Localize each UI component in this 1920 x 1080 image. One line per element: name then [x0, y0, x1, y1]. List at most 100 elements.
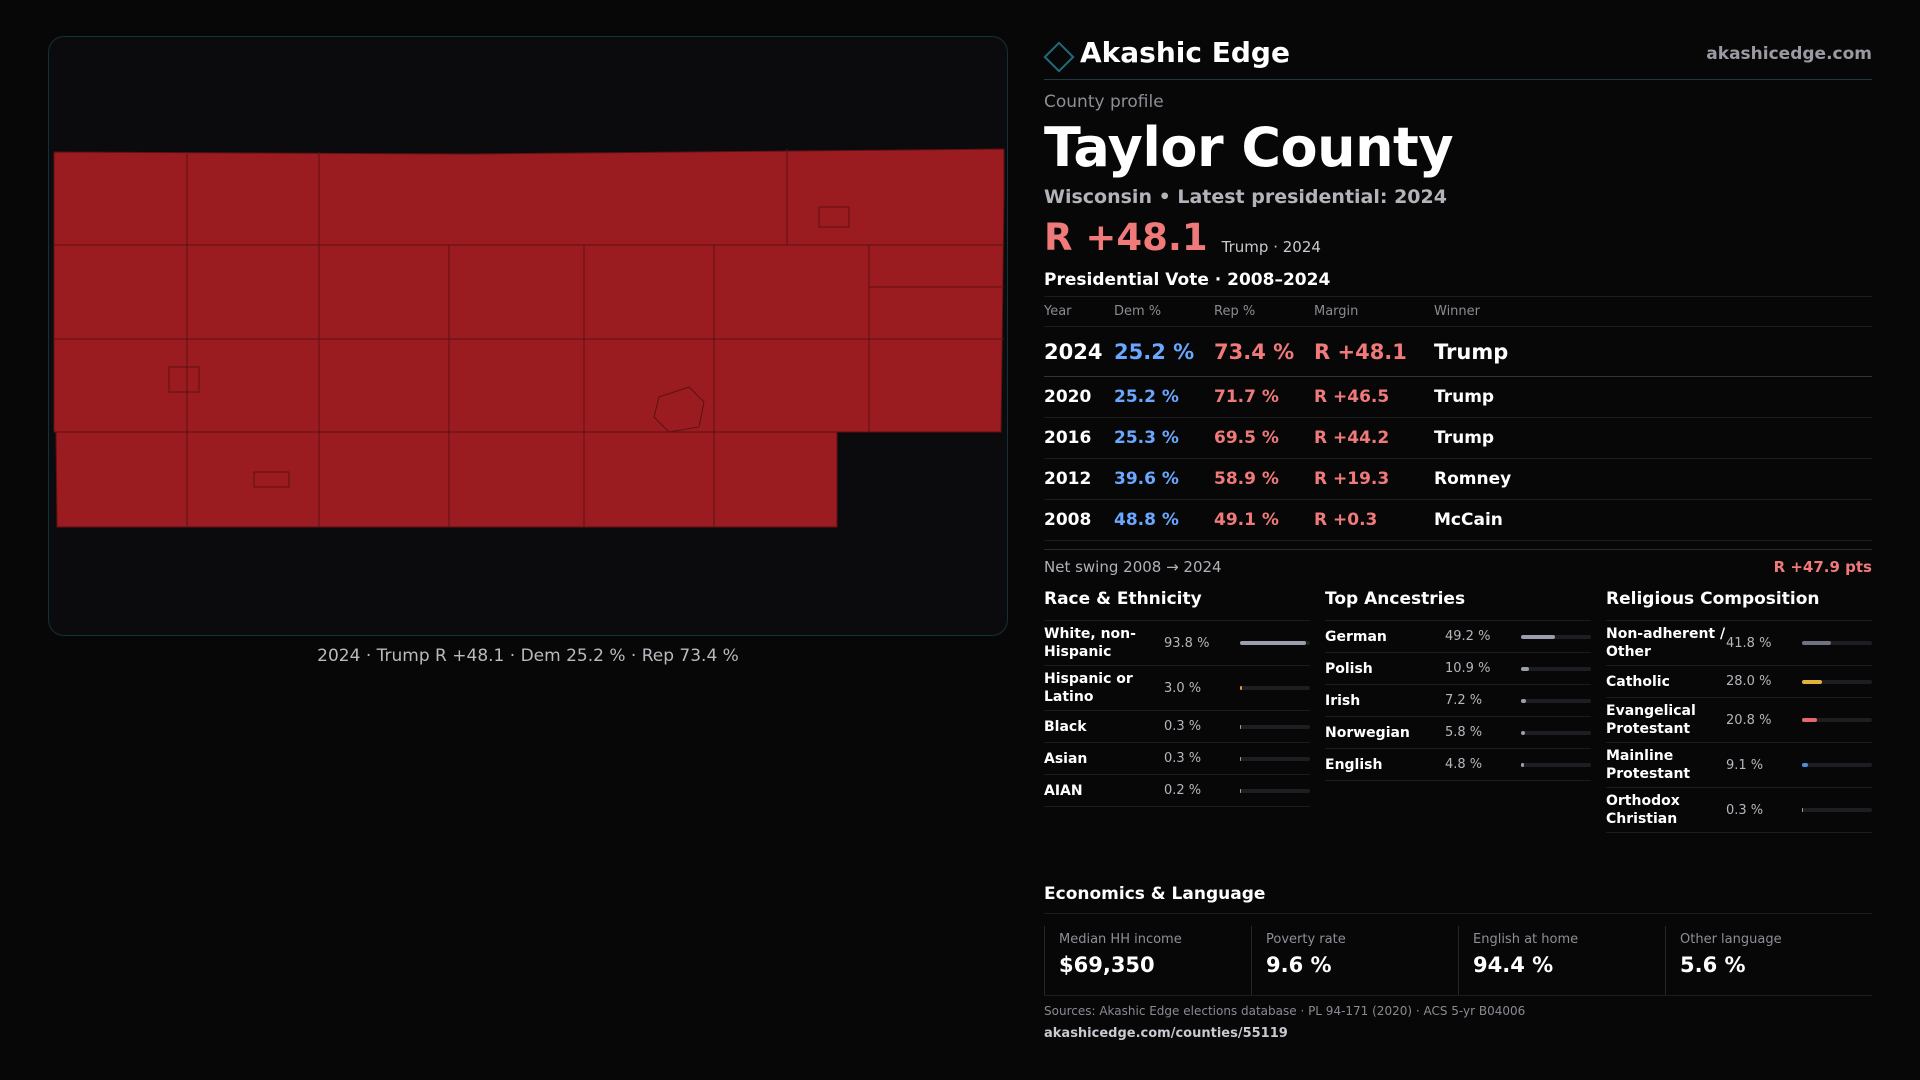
diamond-logo-icon	[1043, 41, 1075, 73]
brand-name: Akashic Edge	[1080, 36, 1290, 69]
profile-panel: Akashic Edge akashicedge.com County prof…	[1043, 36, 1872, 833]
cell-margin: R +44.2	[1314, 417, 1434, 459]
item-value: 28.0 %	[1726, 674, 1772, 689]
item-value: 0.3 %	[1164, 719, 1202, 734]
table-row: 2024 25.2 % 73.4 % R +48.1 Trump	[1044, 326, 1872, 377]
item-value: 4.8 %	[1445, 757, 1483, 772]
county-map[interactable]	[49, 37, 1008, 636]
table-row: 2020 25.2 % 71.7 % R +46.5 Trump	[1044, 376, 1872, 418]
stat-label: Poverty rate	[1266, 932, 1346, 947]
share-bar-fill	[1240, 724, 1242, 729]
item-label: Evangelical Protestant	[1606, 703, 1696, 737]
col-header-margin: Margin	[1314, 296, 1434, 327]
share-bar	[1802, 679, 1872, 684]
stat-value: 5.6 %	[1680, 953, 1746, 977]
share-bar	[1240, 788, 1310, 793]
table-row: 2016 25.3 % 69.5 % R +44.2 Trump	[1044, 417, 1872, 459]
item-value: 93.8 %	[1164, 635, 1210, 651]
share-bar-fill	[1521, 698, 1527, 703]
item-label: Asian	[1044, 750, 1088, 767]
list-item: Evangelical Protestant 20.8 %	[1606, 698, 1872, 743]
brand-url-link[interactable]: akashicedge.com	[1706, 44, 1872, 64]
headline-margin: R +48.1	[1044, 216, 1208, 259]
item-value: 49.2 %	[1445, 629, 1491, 644]
cell-rep: 73.4 %	[1214, 326, 1314, 377]
list-item: Black 0.3 %	[1044, 711, 1310, 743]
county-url-link[interactable]: akashicedge.com/counties/55119	[1044, 1026, 1288, 1041]
list-item: German 49.2 %	[1325, 621, 1591, 653]
religion-section-title: Religious Composition	[1606, 587, 1872, 621]
votes-table: Year Dem % Rep % Margin Winner 2024 25.2…	[1044, 296, 1872, 541]
race-ethnicity-section: Race & Ethnicity White, non-Hispanic 93.8…	[1044, 587, 1310, 833]
page-subtitle: Wisconsin • Latest presidential: 2024	[1044, 186, 1447, 208]
item-label: Irish	[1325, 692, 1361, 709]
share-bar	[1802, 763, 1872, 767]
share-bar-fill	[1802, 679, 1822, 684]
sources-note: Sources: Akashic Edge elections database…	[1044, 1004, 1526, 1018]
list-item: English 4.8 %	[1325, 749, 1591, 781]
stat-value: $69,350	[1059, 953, 1155, 977]
cell-winner: Trump	[1434, 376, 1872, 418]
share-bar	[1802, 641, 1872, 645]
cell-year: 2016	[1044, 417, 1114, 459]
list-item: Hispanic or Latino 3.0 %	[1044, 666, 1310, 711]
col-header-year: Year	[1044, 296, 1114, 327]
list-item: AIAN 0.2 %	[1044, 775, 1310, 807]
stat-english-at-home: English at home 94.4 %	[1458, 926, 1665, 995]
share-bar	[1240, 756, 1310, 761]
share-bar	[1521, 730, 1591, 735]
item-value: 7.2 %	[1445, 693, 1483, 708]
economics-stats: Median HH income $69,350 Poverty rate 9.…	[1044, 926, 1872, 996]
list-item: Norwegian 5.8 %	[1325, 717, 1591, 749]
item-label: Non-adherent / Other	[1606, 626, 1726, 660]
share-bar	[1240, 724, 1310, 729]
township-boundaries	[54, 149, 1004, 527]
list-item: Orthodox Christian 0.3 %	[1606, 788, 1872, 833]
share-bar-fill	[1521, 634, 1556, 639]
table-row: 2008 48.8 % 49.1 % R +0.3 McCain	[1044, 499, 1872, 541]
list-item: Irish 7.2 %	[1325, 685, 1591, 717]
item-label: German	[1325, 628, 1387, 645]
item-label: Black	[1044, 718, 1087, 735]
county-shape	[53, 148, 1005, 528]
item-label: Polish	[1325, 660, 1373, 677]
item-label: White, non-Hispanic	[1044, 626, 1136, 660]
list-item: Non-adherent / Other 41.8 %	[1606, 621, 1872, 666]
cell-year: 2024	[1044, 326, 1114, 377]
cell-winner: McCain	[1434, 499, 1872, 541]
share-bar	[1521, 634, 1591, 639]
county-map-panel[interactable]	[48, 36, 1008, 636]
item-value: 0.3 %	[1726, 802, 1764, 818]
cell-rep: 69.5 %	[1214, 417, 1314, 459]
page-title: Taylor County	[1044, 116, 1454, 179]
item-value: 0.3 %	[1164, 751, 1202, 766]
race-section-title: Race & Ethnicity	[1044, 587, 1310, 621]
cell-winner: Trump	[1434, 326, 1872, 377]
item-label: Mainline Protestant	[1606, 748, 1691, 782]
item-label: AIAN	[1044, 782, 1083, 799]
ancestry-section-title: Top Ancestries	[1325, 587, 1591, 621]
cell-winner: Trump	[1434, 417, 1872, 459]
religion-section: Religious Composition Non-adherent / Oth…	[1606, 587, 1872, 833]
share-bar-fill	[1240, 641, 1306, 645]
cell-dem: 39.6 %	[1114, 458, 1214, 500]
share-bar-fill	[1802, 763, 1809, 767]
item-value: 0.2 %	[1164, 783, 1202, 798]
item-label: Catholic	[1606, 673, 1670, 690]
cell-dem: 25.2 %	[1114, 326, 1214, 377]
item-value: 9.1 %	[1726, 757, 1764, 773]
item-value: 20.8 %	[1726, 712, 1772, 728]
share-bar	[1240, 641, 1310, 645]
cell-dem: 48.8 %	[1114, 499, 1214, 541]
cell-rep: 49.1 %	[1214, 499, 1314, 541]
share-bar-fill	[1802, 641, 1832, 645]
list-item: Mainline Protestant 9.1 %	[1606, 743, 1872, 788]
list-item: White, non-Hispanic 93.8 %	[1044, 621, 1310, 666]
cell-winner: Romney	[1434, 458, 1872, 500]
cell-margin: R +46.5	[1314, 376, 1434, 418]
item-value: 10.9 %	[1445, 661, 1491, 676]
cell-rep: 71.7 %	[1214, 376, 1314, 418]
demographics-columns: Race & Ethnicity White, non-Hispanic 93.8…	[1044, 587, 1872, 833]
stat-label: Other language	[1680, 932, 1782, 947]
share-bar-fill	[1521, 730, 1526, 735]
